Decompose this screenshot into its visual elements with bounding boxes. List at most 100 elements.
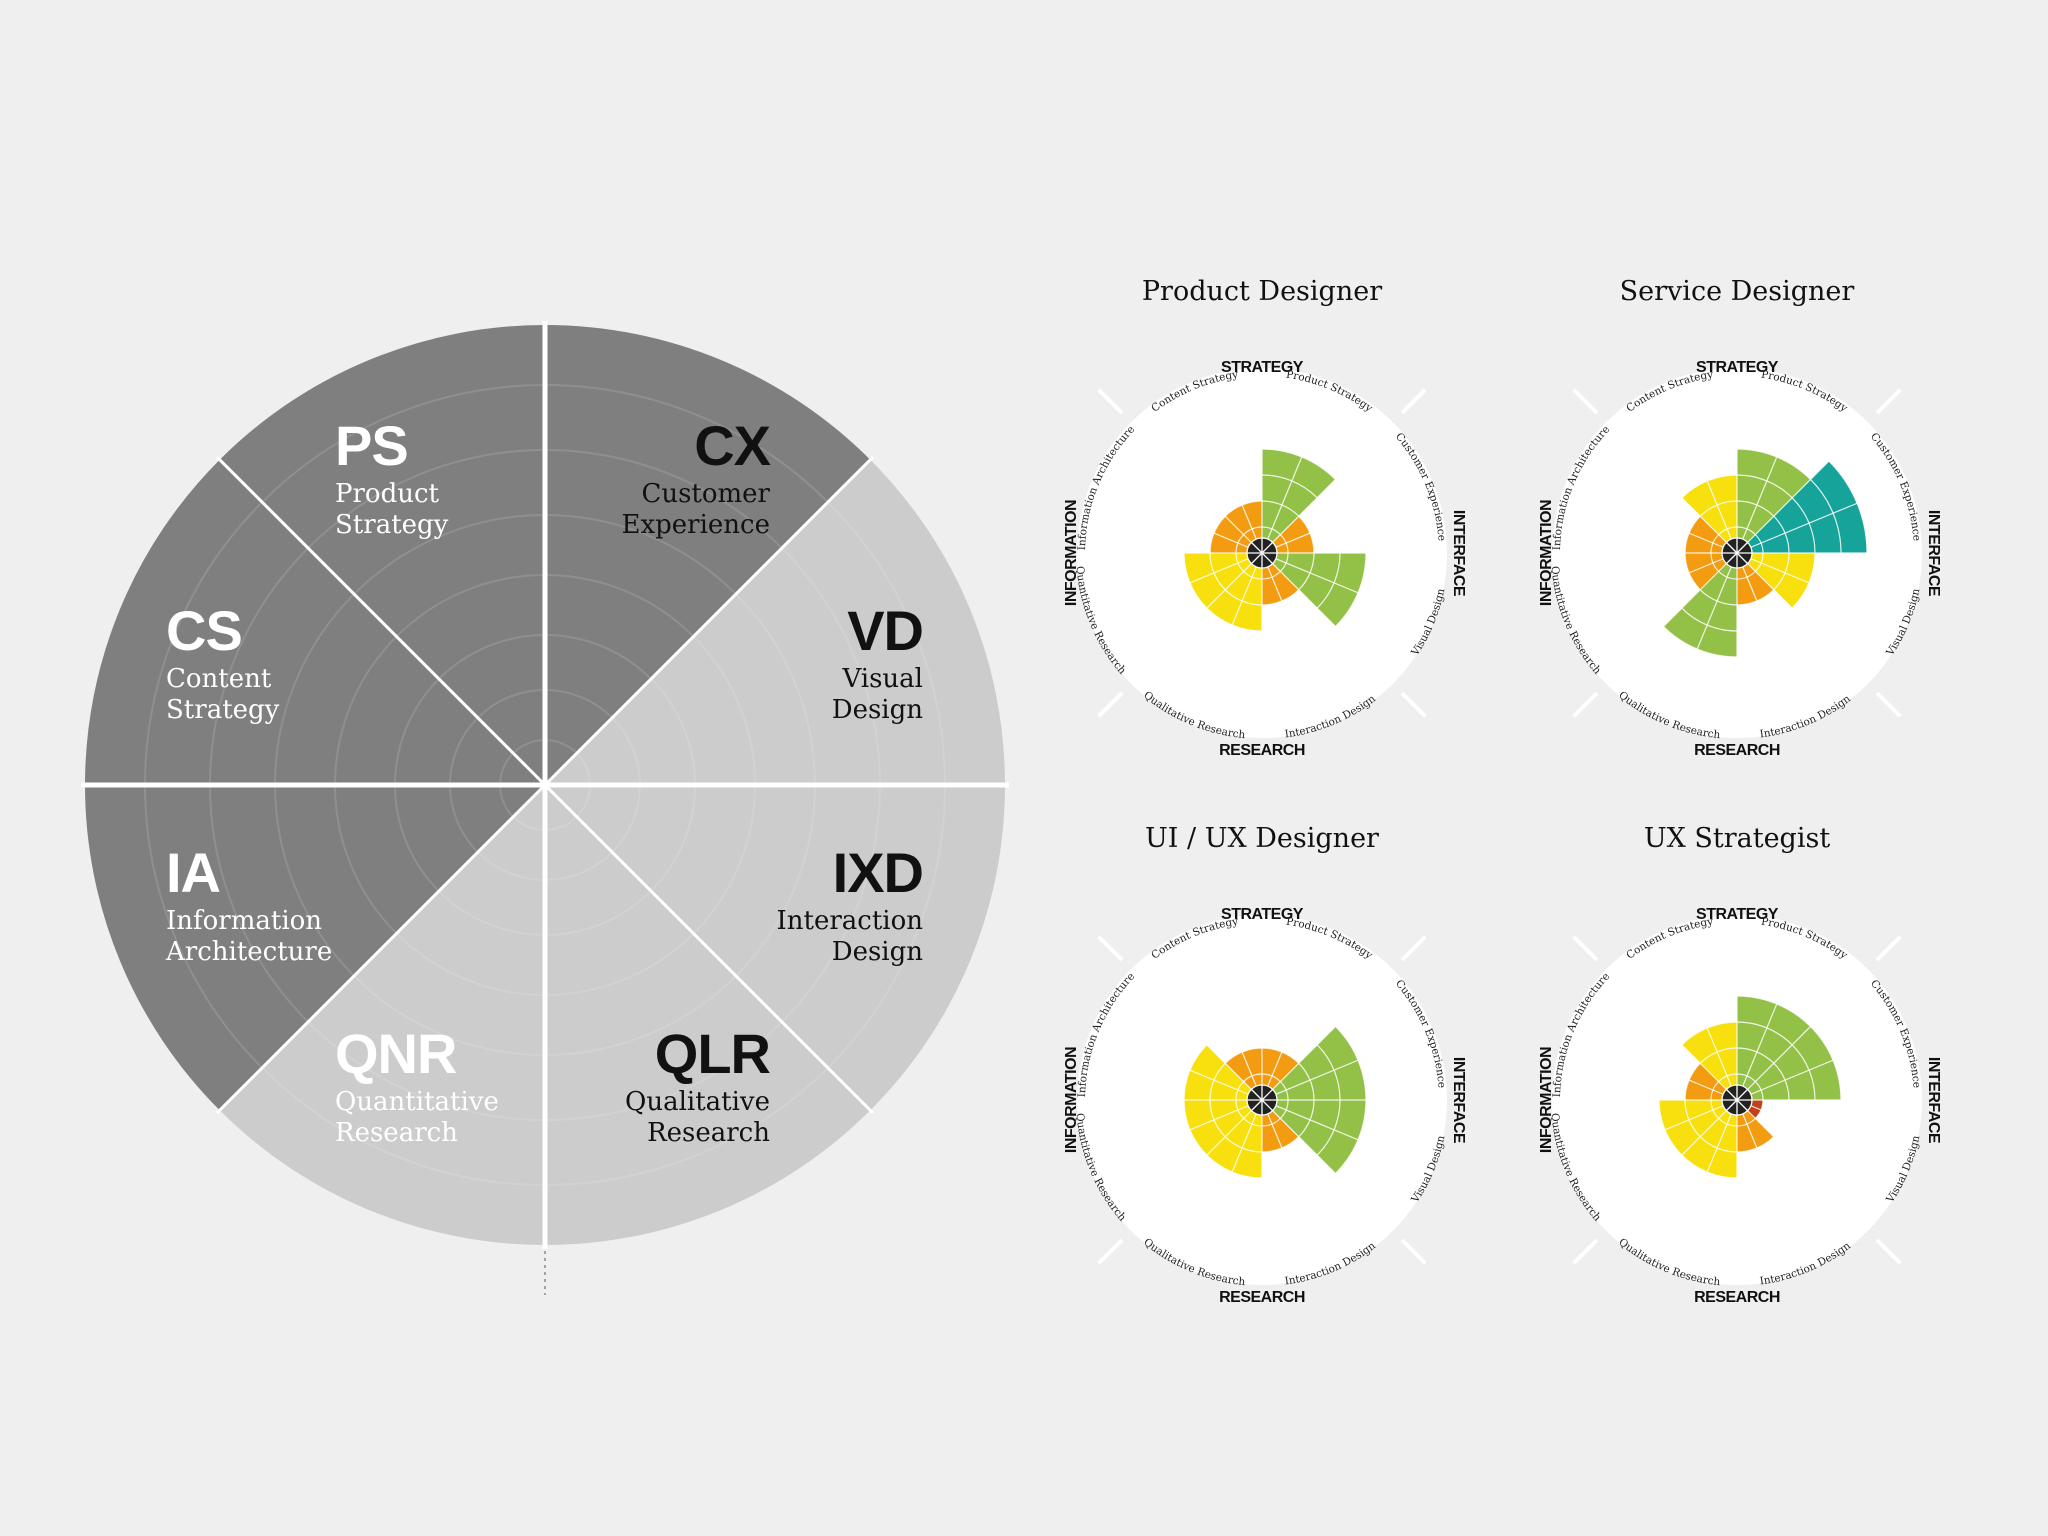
radial-guide — [1169, 460, 1263, 554]
chart-boundary-tick — [1400, 1238, 1427, 1265]
radial-guide — [1736, 432, 1788, 554]
radial-guide — [1686, 432, 1738, 554]
segment-name-line: Information — [166, 906, 322, 936]
hub-outline — [1721, 1084, 1753, 1116]
segment-name-line: Strategy — [166, 695, 280, 725]
chart-boundary-tick — [1097, 691, 1124, 718]
role-title: UX Strategist — [1644, 823, 1831, 854]
radial-guide — [1211, 552, 1263, 674]
axis-label-interface: INTERFACE — [1450, 1057, 1467, 1144]
chart-boundary-tick — [1097, 388, 1124, 415]
axis-label-strategy: STRATEGY — [1221, 359, 1304, 376]
radial-guide — [1644, 460, 1738, 554]
overview-divider — [215, 783, 547, 1115]
hub-spoke — [1250, 541, 1274, 565]
skill-sector-quantitative-research — [1184, 553, 1262, 609]
radial-guide — [1644, 1099, 1738, 1193]
skill-sector-information-architecture — [1685, 516, 1737, 553]
role-chart-service-designer: Service Designer STRATEGY RESEARCH INTERFAC… — [1538, 276, 1942, 759]
skill-sector-interaction-design — [1262, 553, 1299, 605]
skill-sector-product-strategy — [1737, 449, 1811, 553]
skill-sector-content-strategy — [1225, 1048, 1262, 1100]
skill-sector-content-strategy — [1225, 501, 1262, 553]
radial-guide — [1736, 502, 1858, 554]
radial-guide — [1261, 1049, 1383, 1101]
axis-label-interface: INTERFACE — [1450, 510, 1467, 597]
radial-guide — [1644, 552, 1738, 646]
radial-guide — [1736, 1099, 1858, 1151]
chart-boundary-tick — [1097, 935, 1124, 962]
axis-label-interface: INTERFACE — [1925, 1057, 1942, 1144]
skill-sector-qualitative-research — [1681, 1100, 1737, 1178]
chart-boundary-tick — [1572, 691, 1599, 718]
role-title: Product Designer — [1142, 276, 1382, 307]
overview-divider — [215, 455, 547, 787]
radial-guide — [1261, 1099, 1355, 1193]
axis-label-strategy: STRATEGY — [1696, 906, 1779, 923]
overview-wheel: PSProductStrategyCXCustomerExperienceVDV… — [81, 321, 1009, 1295]
segment-abbr: QNR — [335, 1022, 457, 1085]
radial-guide — [1211, 432, 1263, 554]
chart-boundary-tick — [1875, 388, 1902, 415]
axis-label-research: RESEARCH — [1694, 1289, 1780, 1306]
segment-name-line: Qualitative — [625, 1087, 770, 1117]
hub-outline — [1246, 537, 1278, 569]
radial-guide — [1736, 1099, 1788, 1221]
role-chart-ux-strategist: UX Strategist STRATEGY RESEARCH INTERFACE IN… — [1538, 823, 1942, 1306]
radial-guide — [1616, 1049, 1738, 1101]
radial-guide — [1141, 502, 1263, 554]
skill-sector-quantitative-research — [1659, 1100, 1737, 1156]
chart-boundary-tick — [1572, 935, 1599, 962]
radial-guide — [1169, 552, 1263, 646]
radial-guide — [1616, 502, 1738, 554]
chart-boundary-tick — [1572, 388, 1599, 415]
skill-sector-qualitative-research — [1206, 1100, 1262, 1178]
radial-guide — [1261, 1007, 1355, 1101]
axis-label-interface: INTERFACE — [1925, 510, 1942, 597]
axis-label-information: INFORMATION — [1063, 1047, 1080, 1153]
radial-guide — [1141, 552, 1263, 604]
axis-label-information: INFORMATION — [1538, 1047, 1555, 1153]
segment-name-line: Strategy — [335, 510, 449, 540]
overview-segment-cx — [545, 459, 1005, 785]
chart-boundary-tick — [1875, 1238, 1902, 1265]
radial-guide — [1616, 552, 1738, 604]
overview-segment-vd — [545, 785, 1006, 1111]
axis-label-information: INFORMATION — [1538, 500, 1555, 606]
radial-guide — [1736, 1049, 1858, 1101]
segment-name-line: Interaction — [776, 906, 923, 936]
skill-sector-information-architecture — [1184, 1044, 1262, 1100]
radial-guide — [1736, 552, 1788, 674]
skill-sector-customer-experience — [1737, 1026, 1841, 1100]
radial-guide — [1261, 552, 1383, 604]
hub-spoke — [1725, 1088, 1749, 1112]
chart-boundary-tick — [1097, 1238, 1124, 1265]
segment-name-line: Research — [335, 1118, 458, 1148]
skill-sector-customer-experience — [1737, 461, 1867, 553]
radial-guide — [1686, 979, 1738, 1101]
skill-sector-interaction-design — [1262, 1100, 1299, 1152]
segment-abbr: PS — [335, 414, 408, 477]
skill-sector-customer-experience — [1262, 516, 1314, 553]
segment-abbr: VD — [847, 599, 923, 662]
axis-label-information: INFORMATION — [1063, 500, 1080, 606]
hub-outline — [1721, 537, 1753, 569]
role-title: UI / UX Designer — [1145, 823, 1379, 854]
skill-sector-information-architecture — [1210, 516, 1262, 553]
radial-guide — [1736, 460, 1830, 554]
chart-boundary-tick — [1875, 935, 1902, 962]
segment-abbr: CX — [694, 414, 770, 477]
segment-abbr: IXD — [833, 841, 923, 904]
radial-guide — [1261, 460, 1355, 554]
radial-guide — [1736, 552, 1830, 646]
axis-label-research: RESEARCH — [1694, 742, 1780, 759]
chart-boundary-tick — [1875, 691, 1902, 718]
segment-name-line: Experience — [622, 510, 771, 540]
radial-guide — [1211, 1099, 1263, 1221]
segment-name-line: Visual — [841, 664, 923, 694]
overview-segment-cs — [219, 325, 546, 785]
